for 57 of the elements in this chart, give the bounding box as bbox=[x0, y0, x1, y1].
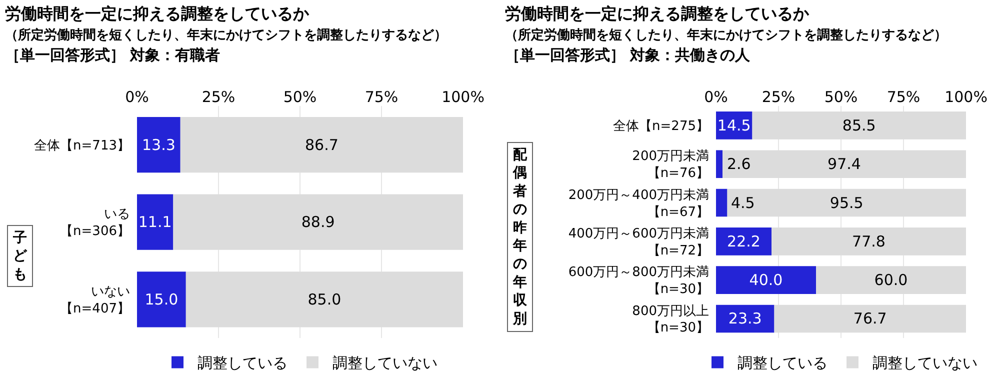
legend-label: 調整している bbox=[198, 354, 288, 372]
bar bbox=[716, 266, 816, 294]
bar bbox=[716, 150, 722, 178]
chart-subtitle: （所定労働時間を短くしたり、年末にかけてシフトを調整したりするなど） bbox=[505, 27, 947, 43]
y-tick-label: いる【n=306】 bbox=[60, 207, 130, 240]
data-label: 95.5 bbox=[830, 194, 864, 212]
bar bbox=[716, 304, 774, 333]
chart-title: 労働時間を一定に抑える調整をしているか bbox=[5, 4, 310, 23]
y-tick-label: 800万円以上【n=30】 bbox=[632, 304, 709, 336]
x-tick-label: 75% bbox=[364, 88, 398, 106]
data-label: 13.3 bbox=[142, 136, 176, 154]
data-label: 85.5 bbox=[842, 116, 876, 134]
data-label: 22.2 bbox=[727, 232, 760, 250]
x-tick-label: 75% bbox=[886, 88, 920, 106]
bar bbox=[716, 188, 728, 217]
x-tick-label: 100% bbox=[944, 88, 988, 106]
text: 子ども bbox=[12, 230, 28, 282]
text: 配偶者の昨年の年収別 bbox=[513, 147, 527, 327]
y-tick-label: 600万円～800万円未満【n=30】 bbox=[568, 265, 709, 298]
x-tick-label: 50% bbox=[824, 88, 858, 106]
y-tick-label: 200万円～400万円未満【n=67】 bbox=[568, 188, 709, 220]
data-label: 60.0 bbox=[874, 271, 908, 290]
text: ［単一回答形式］ 対象：共働きの人 bbox=[505, 46, 752, 64]
y-tick-label: いない【n=407】 bbox=[60, 284, 130, 316]
bar bbox=[716, 228, 772, 256]
data-label: 77.8 bbox=[852, 232, 886, 250]
bar bbox=[137, 116, 180, 173]
chart-title: 労働時間を一定に抑える調整をしているか bbox=[505, 4, 810, 23]
y-tick-label: 全体【n=275】 bbox=[613, 119, 709, 134]
chart-subtitle: （所定労働時間を短くしたり、年末にかけてシフトを調整したりするなど） bbox=[5, 27, 447, 43]
legend-label: 調整している bbox=[738, 354, 828, 372]
data-label: 15.0 bbox=[144, 290, 178, 308]
data-label: 4.5 bbox=[731, 194, 755, 212]
data-label: 88.9 bbox=[301, 213, 335, 232]
data-label: 2.6 bbox=[727, 155, 751, 173]
data-label: 76.7 bbox=[853, 310, 887, 328]
y-tick-label: 200万円未満【n=76】 bbox=[632, 149, 709, 182]
legend-label: 調整していない bbox=[872, 354, 978, 372]
x-tick-label: 50% bbox=[283, 88, 317, 106]
data-label: 23.3 bbox=[728, 310, 762, 328]
x-tick-label: 0% bbox=[125, 88, 149, 106]
data-label: 85.0 bbox=[308, 290, 342, 308]
y-tick-label: 400万円～600万円未満【n=72】 bbox=[568, 226, 709, 258]
x-tick-label: 25% bbox=[202, 88, 236, 106]
text: ［単一回答形式］ 対象：有職者 bbox=[5, 46, 220, 64]
data-label: 97.4 bbox=[828, 155, 861, 174]
y-tick-label: 全体【n=713】 bbox=[34, 138, 130, 154]
x-tick-label: 100% bbox=[442, 88, 484, 106]
data-label: 40.0 bbox=[749, 271, 783, 290]
data-label: 86.7 bbox=[304, 136, 338, 154]
x-tick-label: 25% bbox=[762, 88, 796, 106]
data-label: 11.1 bbox=[138, 213, 172, 232]
bar bbox=[137, 194, 174, 250]
legend-label: 調整していない bbox=[332, 354, 438, 372]
x-tick-label: 0% bbox=[704, 88, 728, 106]
data-label: 14.5 bbox=[717, 116, 751, 134]
bar bbox=[137, 272, 186, 328]
